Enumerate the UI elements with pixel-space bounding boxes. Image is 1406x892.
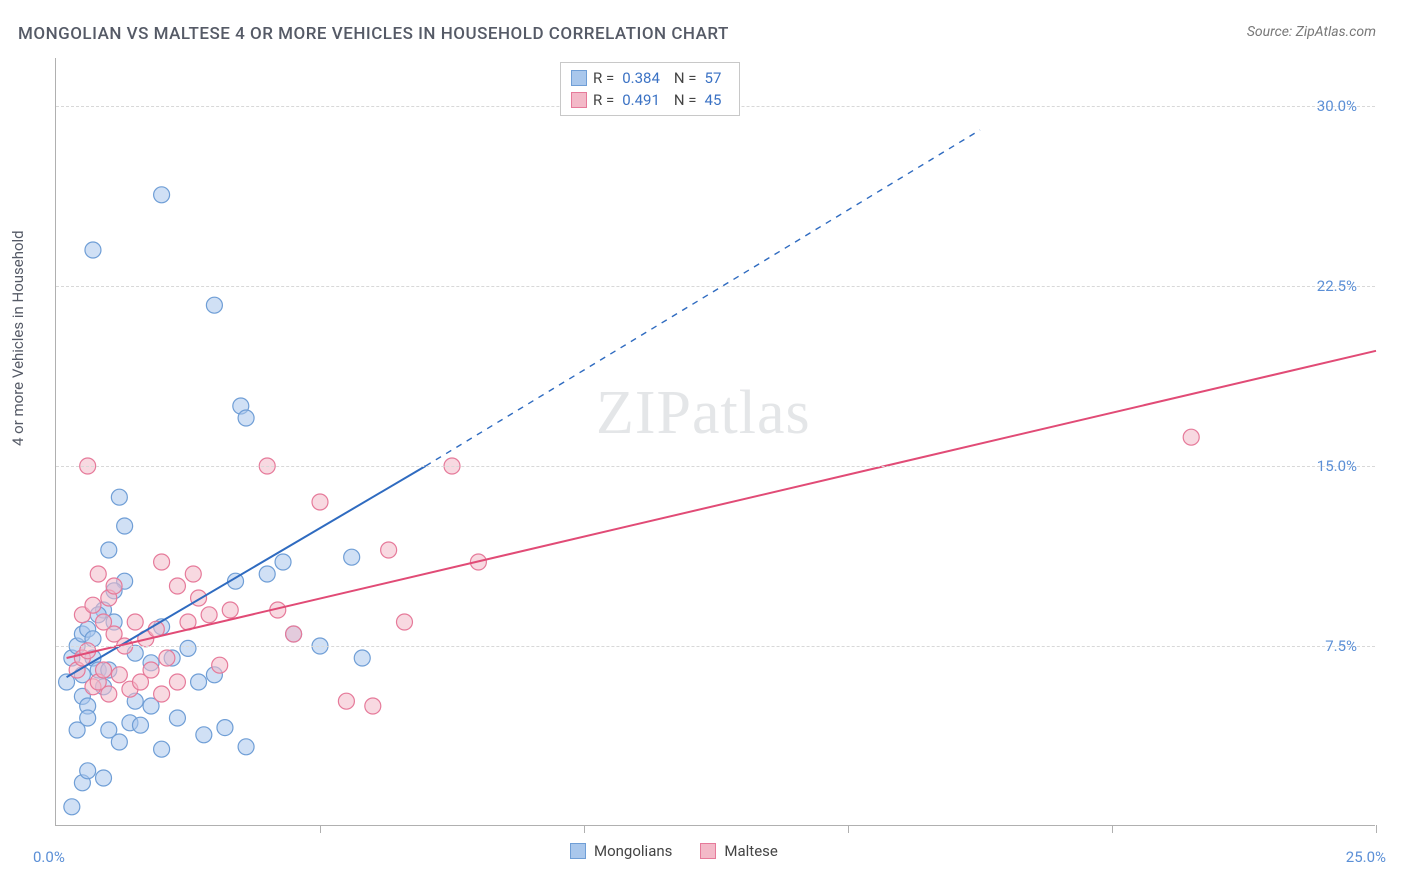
legend-n-label: N =	[674, 67, 697, 89]
legend-r-label: R =	[593, 67, 614, 89]
series-legend-item: Maltese	[700, 842, 777, 860]
data-point	[1183, 429, 1199, 445]
data-point	[96, 614, 112, 630]
source-attribution: Source: ZipAtlas.com	[1247, 24, 1376, 40]
stats-legend-row: R = 0.491 N = 45	[571, 89, 729, 111]
data-point	[80, 763, 96, 779]
legend-r-label: R =	[593, 89, 614, 111]
fit-line	[67, 351, 1376, 658]
data-point	[206, 297, 222, 313]
data-point	[169, 578, 185, 594]
series-legend-label: Mongolians	[594, 842, 672, 860]
series-legend: Mongolians Maltese	[570, 842, 778, 860]
data-point	[238, 739, 254, 755]
data-point	[111, 489, 127, 505]
fit-line	[426, 130, 980, 466]
data-point	[101, 686, 117, 702]
stats-legend-row: R = 0.384 N = 57	[571, 67, 729, 89]
data-point	[312, 494, 328, 510]
data-point	[169, 674, 185, 690]
data-point	[344, 549, 360, 565]
legend-swatch	[570, 843, 586, 859]
y-tick-label: 7.5%	[1325, 637, 1357, 655]
gridline	[56, 286, 1375, 287]
x-tick	[848, 825, 849, 833]
series-legend-item: Mongolians	[570, 842, 672, 860]
data-point	[222, 602, 238, 618]
data-point	[159, 650, 175, 666]
data-point	[212, 657, 228, 673]
data-point	[96, 662, 112, 678]
data-point	[180, 640, 196, 656]
data-point	[381, 542, 397, 558]
y-tick-label: 22.5%	[1317, 277, 1357, 295]
legend-r-value: 0.384	[622, 67, 660, 89]
gridline	[56, 646, 1375, 647]
data-point	[238, 410, 254, 426]
y-tick-label: 30.0%	[1317, 97, 1357, 115]
legend-n-label: N =	[674, 89, 697, 111]
data-point	[185, 566, 201, 582]
data-point	[143, 662, 159, 678]
chart-svg	[56, 58, 1375, 825]
data-point	[354, 650, 370, 666]
data-point	[117, 518, 133, 534]
data-point	[85, 597, 101, 613]
x-tick	[584, 825, 585, 833]
y-tick-label: 15.0%	[1317, 457, 1357, 475]
data-point	[154, 686, 170, 702]
x-tick	[1376, 825, 1377, 833]
data-point	[169, 710, 185, 726]
x-tick	[1112, 825, 1113, 833]
data-point	[286, 626, 302, 642]
data-point	[217, 720, 233, 736]
data-point	[201, 607, 217, 623]
data-point	[275, 554, 291, 570]
legend-r-value: 0.491	[622, 89, 660, 111]
data-point	[154, 554, 170, 570]
stats-legend: R = 0.384 N = 57 R = 0.491 N = 45	[560, 62, 740, 116]
data-point	[85, 242, 101, 258]
data-point	[154, 741, 170, 757]
data-point	[154, 187, 170, 203]
data-point	[365, 698, 381, 714]
x-tick	[320, 825, 321, 833]
legend-swatch	[700, 843, 716, 859]
data-point	[127, 614, 143, 630]
legend-n-value: 57	[705, 67, 722, 89]
x-max-label: 25.0%	[1346, 848, 1386, 866]
legend-swatch	[571, 92, 587, 108]
data-point	[259, 566, 275, 582]
x-origin-label: 0.0%	[33, 848, 65, 866]
data-point	[396, 614, 412, 630]
y-axis-label: 4 or more Vehicles in Household	[9, 230, 27, 446]
data-point	[90, 566, 106, 582]
plot-area: ZIPatlas 7.5%15.0%22.5%30.0%	[55, 58, 1375, 826]
data-point	[196, 727, 212, 743]
data-point	[111, 667, 127, 683]
data-point	[191, 674, 207, 690]
legend-swatch	[571, 70, 587, 86]
data-point	[338, 693, 354, 709]
gridline	[56, 466, 1375, 467]
data-point	[80, 710, 96, 726]
data-point	[132, 717, 148, 733]
data-point	[64, 799, 80, 815]
data-point	[101, 542, 117, 558]
data-point	[111, 734, 127, 750]
chart-title: MONGOLIAN VS MALTESE 4 OR MORE VEHICLES …	[18, 24, 729, 44]
data-point	[96, 770, 112, 786]
series-legend-label: Maltese	[724, 842, 777, 860]
legend-n-value: 45	[705, 89, 722, 111]
correlation-chart: MONGOLIAN VS MALTESE 4 OR MORE VEHICLES …	[0, 0, 1406, 892]
data-point	[106, 578, 122, 594]
